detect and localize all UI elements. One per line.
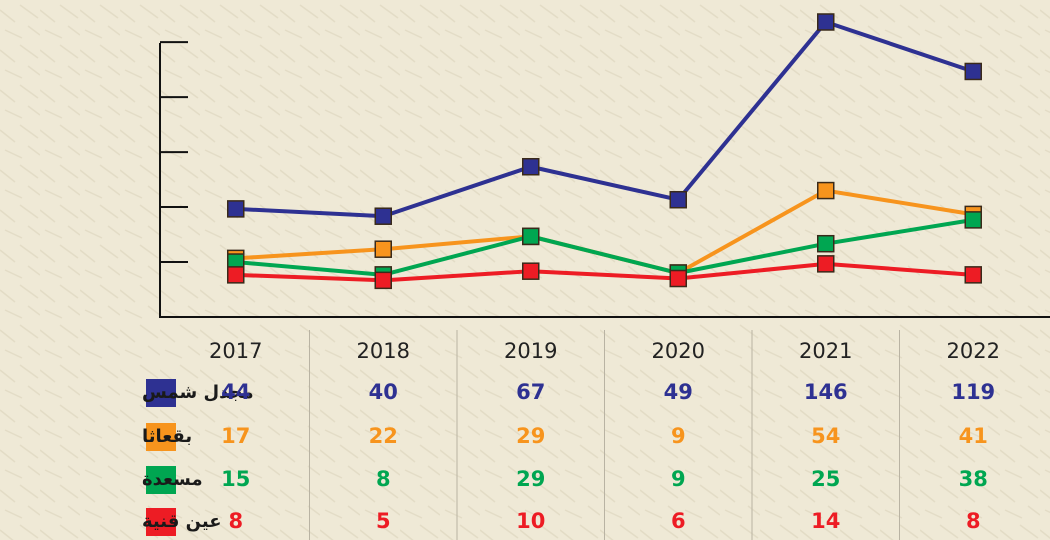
marker bbox=[817, 181, 835, 200]
table-value: 38 bbox=[959, 467, 988, 491]
table-value: 10 bbox=[516, 509, 545, 533]
legend-label: عين قنية bbox=[142, 511, 222, 532]
x-tick-label: 2022 bbox=[947, 339, 1000, 363]
legend-swatch bbox=[146, 508, 176, 536]
marker bbox=[669, 190, 687, 209]
legend-swatch bbox=[146, 379, 176, 407]
marker bbox=[374, 271, 392, 290]
table-value: 29 bbox=[516, 424, 545, 448]
series-line bbox=[235, 217, 974, 277]
table-value: 9 bbox=[671, 467, 686, 491]
table-value: 6 bbox=[671, 509, 686, 533]
marker bbox=[227, 200, 245, 218]
legend-swatch bbox=[146, 466, 176, 494]
marker bbox=[669, 269, 687, 288]
table-value: 146 bbox=[804, 380, 848, 404]
table-value: 9 bbox=[671, 424, 686, 448]
marker bbox=[964, 266, 982, 284]
marker bbox=[227, 266, 245, 284]
table-value: 15 bbox=[221, 467, 250, 491]
marker bbox=[522, 157, 540, 176]
marker bbox=[374, 240, 392, 258]
marker bbox=[964, 62, 982, 81]
table-value: 17 bbox=[221, 424, 250, 448]
marker bbox=[817, 234, 835, 253]
legend-swatch bbox=[146, 423, 176, 451]
marker bbox=[522, 262, 540, 280]
table-value: 41 bbox=[959, 424, 988, 448]
table-value: 44 bbox=[221, 380, 250, 404]
marker bbox=[522, 227, 540, 246]
marker bbox=[817, 255, 835, 273]
table-value: 119 bbox=[951, 380, 995, 404]
table-value: 8 bbox=[966, 509, 981, 533]
x-tick-label: 2019 bbox=[504, 339, 557, 363]
x-tick-label: 2020 bbox=[652, 339, 705, 363]
table-value: 8 bbox=[376, 467, 391, 491]
marker bbox=[817, 13, 835, 31]
legend-label: مسعدة bbox=[142, 469, 203, 490]
table-value: 8 bbox=[228, 509, 243, 533]
marker bbox=[964, 211, 982, 229]
table-value: 40 bbox=[369, 380, 398, 404]
legend-label: بقعاثا bbox=[142, 426, 192, 447]
legend-label: مجدل شمس bbox=[142, 382, 254, 403]
table-value: 67 bbox=[516, 380, 545, 404]
x-tick-label: 2017 bbox=[209, 339, 262, 363]
marker bbox=[374, 207, 392, 225]
x-tick-label: 2021 bbox=[799, 339, 852, 363]
x-tick-label: 2018 bbox=[357, 339, 410, 363]
table-value: 5 bbox=[376, 509, 391, 533]
table-value: 49 bbox=[664, 380, 693, 404]
table-value: 25 bbox=[811, 467, 840, 491]
table-value: 29 bbox=[516, 467, 545, 491]
table-value: 22 bbox=[369, 424, 398, 448]
series-line bbox=[235, 19, 974, 219]
series-line bbox=[235, 261, 974, 283]
table-value: 54 bbox=[811, 424, 840, 448]
table-value: 14 bbox=[811, 509, 840, 533]
